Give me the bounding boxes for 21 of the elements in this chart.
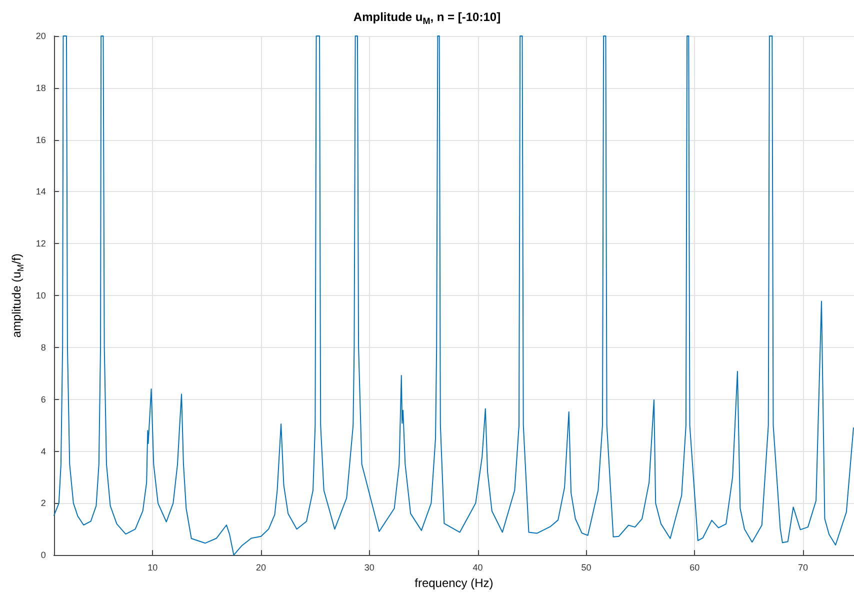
x-tick-label: 30 <box>364 562 374 573</box>
y-tick-label: 2 <box>40 498 46 508</box>
y-tick-label: 10 <box>36 290 46 301</box>
y-axis-title: amplitude (uM/f) <box>10 253 26 338</box>
x-axis-title: frequency (Hz) <box>414 576 494 590</box>
y-tick-label: 14 <box>36 186 46 197</box>
x-tick-label: 10 <box>148 562 158 573</box>
x-tick-label: 20 <box>256 562 266 573</box>
y-tick-label: 8 <box>40 342 46 352</box>
x-tick-label: 50 <box>581 562 592 573</box>
y-tick-label: 6 <box>40 394 46 404</box>
x-tick-label: 40 <box>472 562 483 573</box>
y-tick-label: 16 <box>36 134 46 145</box>
y-tick-label: 18 <box>36 82 46 93</box>
y-tick-label: 12 <box>36 238 46 249</box>
y-tick-label: 0 <box>40 550 46 560</box>
x-tick-label: 70 <box>798 562 808 573</box>
y-tick-label: 4 <box>40 446 46 456</box>
y-tick-label: 20 <box>36 31 46 41</box>
line-series <box>54 36 854 556</box>
x-tick-label: 60 <box>690 562 700 573</box>
